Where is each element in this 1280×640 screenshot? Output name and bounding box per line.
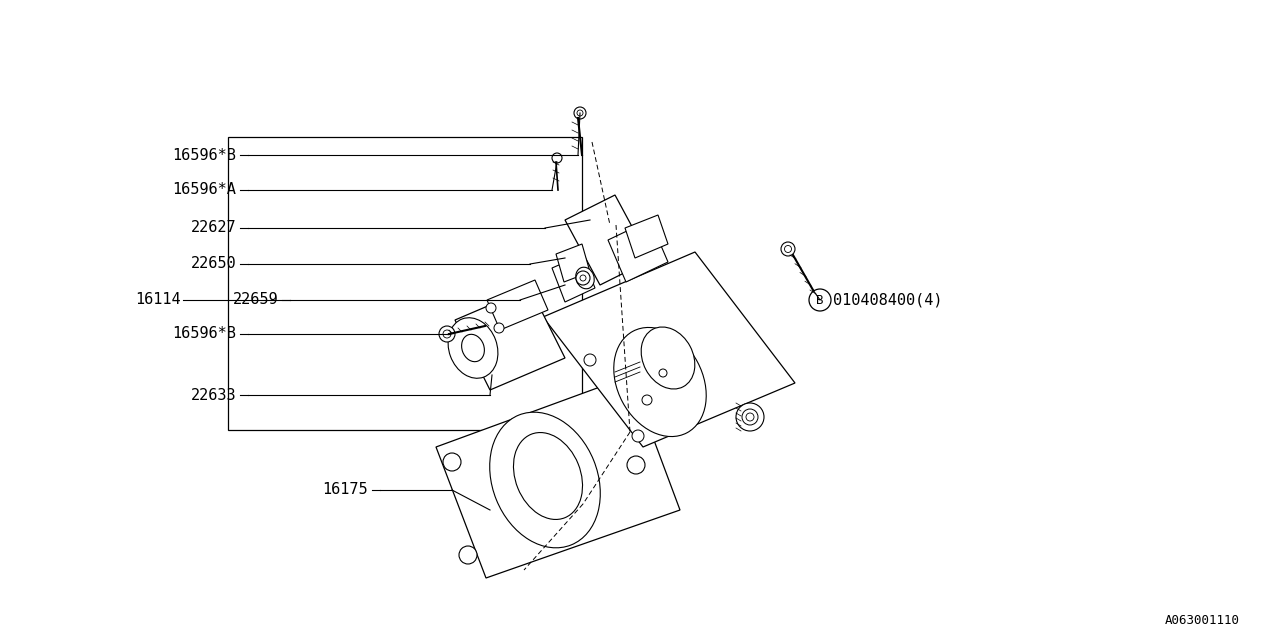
Polygon shape xyxy=(608,220,668,282)
Circle shape xyxy=(552,153,562,163)
Polygon shape xyxy=(552,255,595,302)
Text: 22633: 22633 xyxy=(191,387,236,403)
Text: 16175: 16175 xyxy=(323,483,369,497)
Text: A063001110: A063001110 xyxy=(1165,614,1240,627)
Bar xyxy=(228,137,582,430)
Circle shape xyxy=(486,303,497,313)
Circle shape xyxy=(580,275,586,281)
Ellipse shape xyxy=(641,327,695,389)
Text: 16114: 16114 xyxy=(136,292,180,307)
Ellipse shape xyxy=(614,328,707,436)
Circle shape xyxy=(781,242,795,256)
Circle shape xyxy=(742,409,758,425)
Ellipse shape xyxy=(576,268,594,289)
Ellipse shape xyxy=(448,317,498,378)
Text: 22627: 22627 xyxy=(191,221,236,236)
Ellipse shape xyxy=(490,412,600,548)
Text: 16596*B: 16596*B xyxy=(172,147,236,163)
Circle shape xyxy=(785,246,791,253)
Text: 22650: 22650 xyxy=(191,257,236,271)
Circle shape xyxy=(627,456,645,474)
Text: B: B xyxy=(817,294,824,307)
Circle shape xyxy=(577,110,582,116)
Circle shape xyxy=(460,546,477,564)
Circle shape xyxy=(494,323,504,333)
Text: 16596*B: 16596*B xyxy=(172,326,236,342)
Circle shape xyxy=(443,330,451,338)
Ellipse shape xyxy=(513,433,582,520)
Polygon shape xyxy=(543,252,795,447)
Polygon shape xyxy=(564,195,650,285)
Circle shape xyxy=(746,413,754,421)
Circle shape xyxy=(611,384,628,402)
Polygon shape xyxy=(625,215,668,258)
Text: 010408400(4): 010408400(4) xyxy=(833,292,942,307)
Circle shape xyxy=(643,395,652,405)
Circle shape xyxy=(632,430,644,442)
Polygon shape xyxy=(454,288,564,390)
Circle shape xyxy=(659,369,667,377)
Circle shape xyxy=(443,453,461,471)
Polygon shape xyxy=(486,280,548,330)
Ellipse shape xyxy=(462,334,484,362)
Circle shape xyxy=(736,403,764,431)
Polygon shape xyxy=(436,376,680,578)
Circle shape xyxy=(573,107,586,119)
Text: 16596*A: 16596*A xyxy=(172,182,236,198)
Circle shape xyxy=(439,326,454,342)
Circle shape xyxy=(584,354,596,366)
Circle shape xyxy=(576,271,590,285)
Polygon shape xyxy=(556,244,590,282)
Text: 22659: 22659 xyxy=(233,292,278,307)
Circle shape xyxy=(809,289,831,311)
